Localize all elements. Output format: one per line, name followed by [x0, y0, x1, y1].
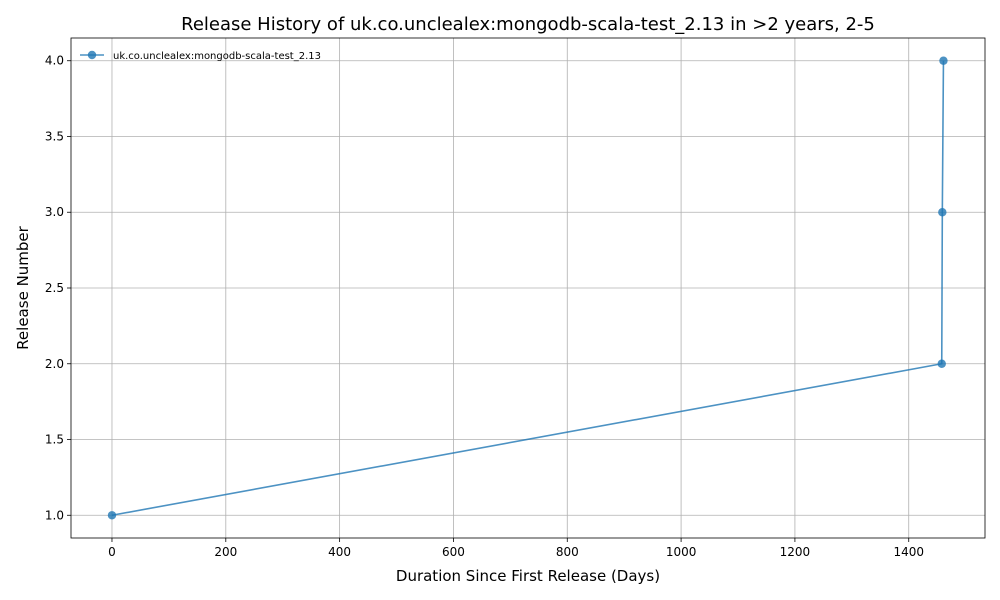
x-tick-label: 800: [556, 545, 579, 559]
data-point: [939, 56, 948, 65]
x-axis-title: Duration Since First Release (Days): [396, 567, 660, 585]
x-tick-label: 1400: [893, 545, 924, 559]
y-tick-label: 1.0: [45, 508, 64, 522]
x-tick-label: 400: [328, 545, 351, 559]
y-tick-label: 1.5: [45, 433, 64, 447]
grid-lines: [71, 38, 985, 538]
x-tick-label: 200: [214, 545, 237, 559]
y-tick-label: 3.5: [45, 129, 64, 143]
data-point: [937, 359, 946, 368]
chart-title: Release History of uk.co.unclealex:mongo…: [181, 14, 875, 35]
y-axis-title: Release Number: [14, 225, 32, 349]
legend-label: uk.co.unclealex:mongodb-scala-test_2.13: [113, 51, 321, 62]
y-tick-label: 4.0: [45, 54, 64, 68]
series-line: [111, 60, 945, 517]
legend: uk.co.unclealex:mongodb-scala-test_2.13: [80, 50, 321, 62]
legend-marker: [87, 50, 97, 60]
x-tick-label: 600: [442, 545, 465, 559]
y-tick-label: 3.0: [45, 205, 64, 219]
x-tick-label: 1000: [666, 545, 697, 559]
data-point: [938, 208, 947, 217]
y-tick-label: 2.5: [45, 281, 64, 295]
x-tick-label: 1200: [780, 545, 811, 559]
series-layer: [107, 56, 948, 520]
data-point: [107, 511, 117, 520]
x-tick-label: 0: [108, 545, 116, 559]
y-tick-label: 2.0: [45, 357, 64, 371]
tick-marks: 0 200 400 600 800 1000 1200 1400 1.0 1.5 2.0 2.5 3.0…: [45, 54, 924, 559]
